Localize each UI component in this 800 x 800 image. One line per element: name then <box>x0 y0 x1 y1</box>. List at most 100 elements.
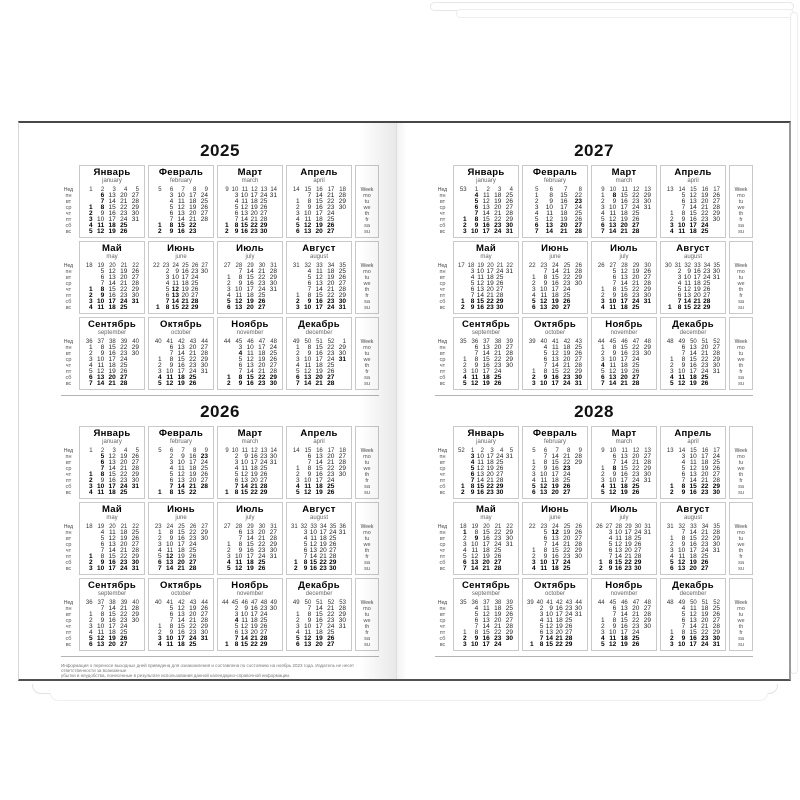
day-cell: 23 <box>703 268 711 275</box>
day-cell: 23 <box>120 210 128 217</box>
weekday-column-en-label: th <box>738 472 744 478</box>
day-cell: 22 <box>574 192 582 199</box>
week-number-cell: 44 <box>221 600 229 606</box>
day-cell: 9 <box>307 617 312 624</box>
week-number-cell: 10 <box>231 187 239 193</box>
month-name-en: january <box>102 178 122 184</box>
weekday-column-ru: Нед пн вт ср чт пт сб вс <box>61 241 76 314</box>
day-cell: 19 <box>108 635 116 642</box>
day-cell: 3 <box>462 641 467 648</box>
weekday-column-en-label: fr <box>365 369 369 375</box>
day-row: 1 8 15 22 29 <box>664 356 722 363</box>
week-number-cell: 13 <box>666 187 674 193</box>
day-cell: 21 <box>327 459 335 466</box>
day-cell: 17 <box>177 635 185 642</box>
day-cell: 8 <box>681 210 686 217</box>
week-number-cell: 47 <box>632 600 640 606</box>
day-cell: 1 <box>88 471 93 478</box>
week-number-cell: 15 <box>690 187 697 193</box>
weekday-column-en-label: mo <box>363 606 371 612</box>
day-cell: 17 <box>551 380 559 387</box>
day-cell: 5 <box>169 605 174 612</box>
week-number-cell: 21 <box>496 263 504 269</box>
month-december-2027: Декабрь december 48 49 50 51 52 6 13 20 27 7 14 21 28 1… <box>660 317 726 390</box>
weekday-column-en-label: th <box>364 548 370 554</box>
day-cell: 2 <box>294 565 298 572</box>
day-row: 6 13 20 27 <box>664 344 722 351</box>
day-cell: 15 <box>689 629 697 636</box>
day-cell: 22 <box>693 304 701 311</box>
month-name-en: march <box>615 439 633 445</box>
day-cell: 26 <box>258 298 266 305</box>
day-cell: 13 <box>108 274 116 281</box>
day-cell: 20 <box>632 274 640 281</box>
month-november-2028: Ноябрь november 44 45 46 47 48 6 13 20 27 7 14 21 28 1 8… <box>591 578 657 651</box>
day-row: 7 14 21 28 <box>290 459 348 466</box>
day-cell: 15 <box>177 529 185 536</box>
day-cell: 10 <box>240 192 249 199</box>
day-cell: 9 <box>169 535 174 542</box>
day-cell: 20 <box>189 210 197 217</box>
day-cell: 10 <box>677 547 686 554</box>
day-cell: 25 <box>189 547 197 554</box>
day-cell: 8 <box>169 489 174 496</box>
weekday-column-ru-label: пт <box>439 554 446 560</box>
day-cell: 24 <box>269 344 277 351</box>
day-cell: 21 <box>108 380 116 387</box>
day-cell: 28 <box>574 453 582 460</box>
day-cell: 4 <box>88 629 93 636</box>
day-cell: 23 <box>120 350 128 357</box>
day-cell: 2 <box>234 453 239 460</box>
day-cell: 25 <box>327 362 335 369</box>
day-cell: 25 <box>634 535 642 542</box>
day-cell: 10 <box>608 356 617 363</box>
day-cell: 23 <box>260 605 268 612</box>
day-cell: 24 <box>327 477 335 484</box>
day-cell: 21 <box>701 623 709 630</box>
day-cell: 2 <box>461 489 465 496</box>
day-cell: 28 <box>643 280 651 287</box>
week-number-cell: 13 <box>644 187 651 193</box>
day-row: 5 12 19 26 <box>152 471 210 478</box>
day-cell: 25 <box>563 477 571 484</box>
day-cell: 12 <box>539 298 548 305</box>
day-cell: 2 <box>157 629 162 636</box>
week-number-cell: 24 <box>552 524 559 530</box>
day-cell: 13 <box>551 535 559 542</box>
week-number-cell: 15 <box>304 448 312 454</box>
week-number-cell: 39 <box>526 600 534 606</box>
day-cell: 5 <box>612 268 617 275</box>
month-february-2028: Февраль february 5 6 7 8 9 7 14 21 28 1 8 15 22 29 2 9 16 2… <box>522 426 588 499</box>
day-cell: 22 <box>250 641 258 648</box>
day-row: 5 12 19 26 <box>290 368 348 375</box>
day-cell: 4 <box>462 374 467 381</box>
day-cell <box>643 566 653 572</box>
day-cell: 28 <box>712 529 720 536</box>
week-number-cell: 1 <box>474 187 479 193</box>
weekday-column-en-label: fr <box>365 293 369 299</box>
day-cell: 3 <box>600 204 605 211</box>
day-cell: 28 <box>269 535 277 542</box>
day-cell: 31 <box>712 547 720 554</box>
day-cell: 26 <box>563 298 571 305</box>
day-cell: 6 <box>612 453 617 460</box>
weekday-column-ru-label: ср <box>65 281 72 287</box>
month-name-ru: Ноябрь <box>605 580 643 591</box>
day-cell: 28 <box>131 547 139 554</box>
day-cell: 26 <box>120 368 128 375</box>
day-row: 5 12 19 26 <box>595 641 653 648</box>
day-cell: 10 <box>470 541 479 548</box>
weekday-column-ru-label: пт <box>65 369 72 375</box>
day-cell: 30 <box>505 222 513 229</box>
day-cell: 7 <box>612 611 617 618</box>
week-number-cell: 49 <box>292 339 300 345</box>
month-april-2027: Апрель april 13 14 15 16 17 5 12 19 26 6 13 20 27 7 14 21… <box>660 165 726 238</box>
day-cell: 28 <box>574 362 582 369</box>
day-cell: 23 <box>327 298 335 305</box>
month-name-en: april <box>687 178 699 184</box>
day-cell: 27 <box>634 547 642 554</box>
weekday-column-en-label: sa <box>364 560 370 566</box>
day-cell: 11 <box>172 280 180 287</box>
day-cell: 6 <box>474 204 479 211</box>
day-cell: 5 <box>88 368 93 375</box>
